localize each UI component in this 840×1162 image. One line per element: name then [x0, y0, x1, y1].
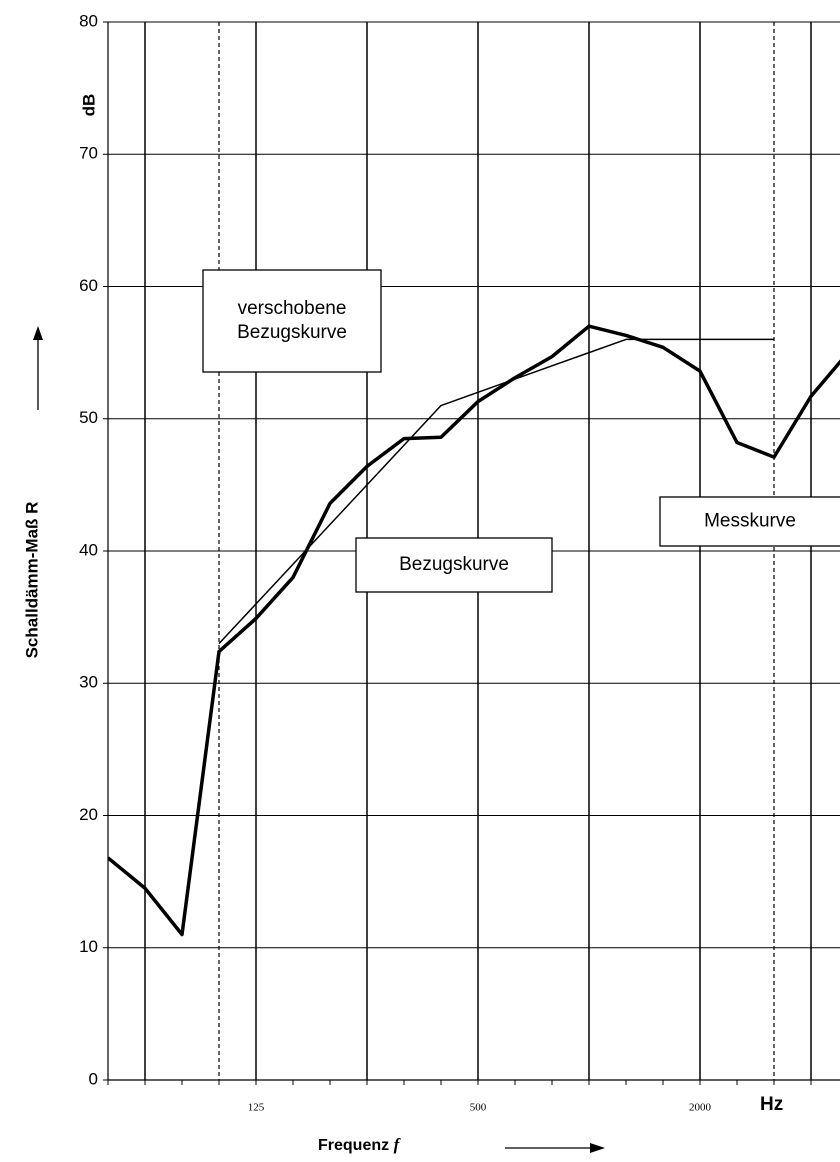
x-label-text: Frequenz: [318, 1137, 389, 1154]
annotation-text: Bezugskurve: [399, 554, 509, 575]
line-series: [218, 338, 774, 645]
y-tick-label: 20: [79, 805, 98, 824]
x-unit: Hz: [760, 1094, 783, 1115]
y-axis-label: Schalldämm-Maß R: [22, 502, 41, 659]
x-tick-label: 125: [248, 1102, 265, 1114]
y-tick-label: 0: [89, 1069, 98, 1088]
x-tick-label: 2000: [689, 1102, 712, 1114]
y-tick-label: 60: [79, 276, 98, 295]
x-arrow: [505, 1143, 605, 1153]
y-tick-label: 30: [79, 673, 98, 692]
x-tick-label: 500: [470, 1102, 487, 1114]
y-tick-label: 70: [79, 144, 98, 163]
annotation-box: [202, 269, 382, 373]
annotation-box: [355, 537, 553, 593]
line-series: [108, 324, 840, 937]
y-arrow: [33, 326, 43, 410]
y-tick-label: 10: [79, 937, 98, 956]
plot-area: [108, 324, 840, 937]
y-unit: dB: [79, 94, 98, 117]
annotation-text: Messkurve: [704, 511, 796, 532]
annotation-text: verschobene: [238, 298, 347, 319]
y-tick-label: 80: [79, 11, 98, 30]
y-tick-label: 50: [79, 408, 98, 427]
y-tick-label: 40: [79, 540, 98, 559]
annotation-text: Bezugskurve: [237, 322, 347, 343]
x-axis-label: Frequenz f: [318, 1135, 402, 1154]
x-label-symbol: f: [394, 1135, 402, 1154]
annotation-box: [659, 496, 840, 547]
